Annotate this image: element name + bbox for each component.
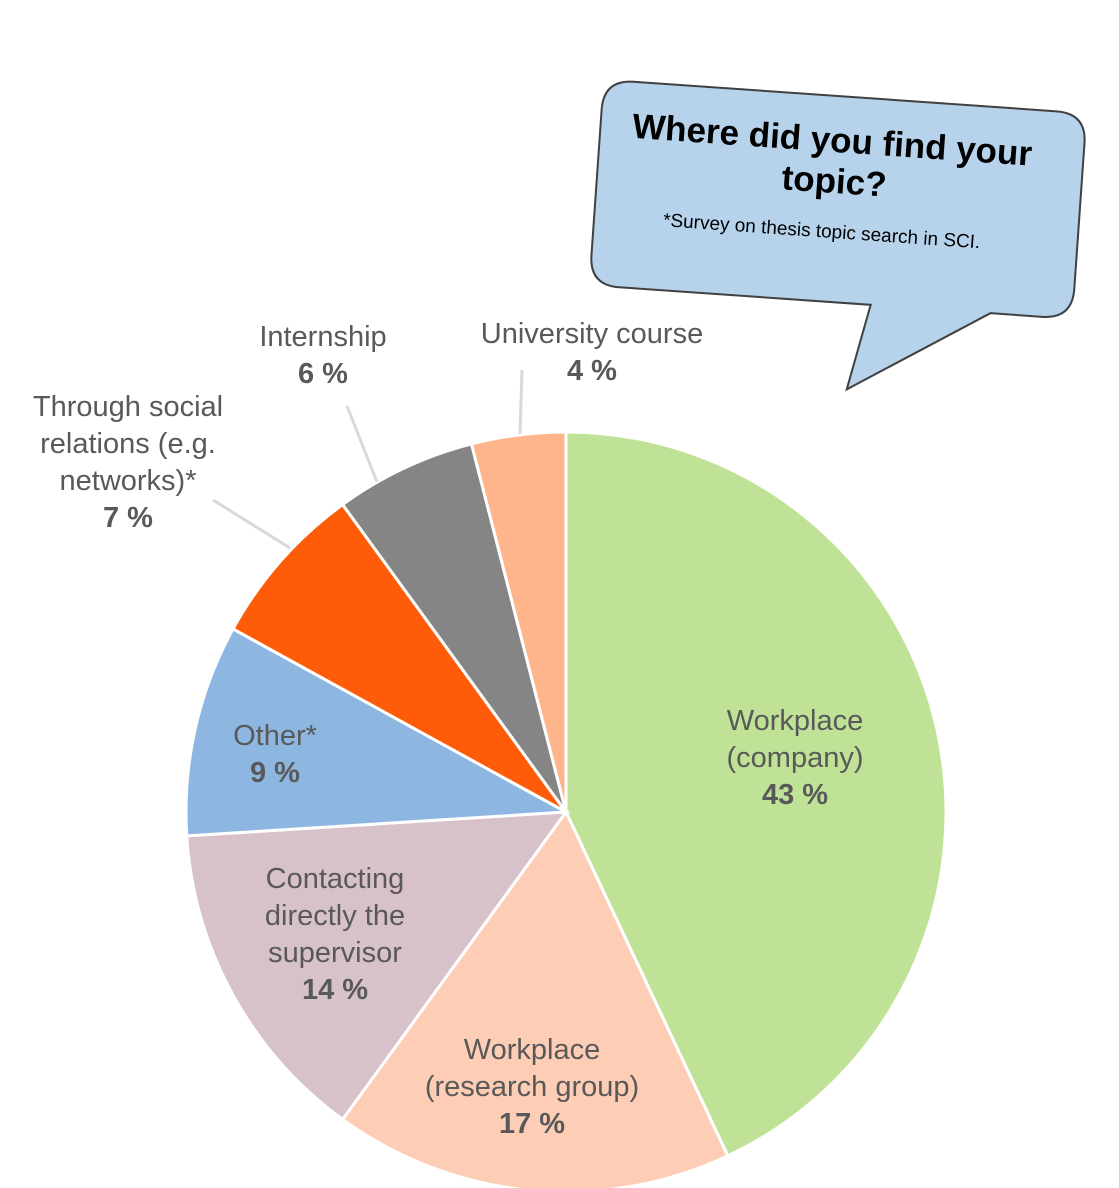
label-name-contacting-supervisor: directly the [265,900,405,932]
label-social-relations: Through social relations (e.g. networks)* 7… [33,391,223,534]
label-workplace-company: Workplace (company) 43 % [727,705,864,811]
label-university-course: University course 4 % [481,318,703,387]
label-value-workplace-company: 43 % [762,779,828,811]
slice-labels: Workplace (company) 43 % Workplace (research… [33,318,864,1140]
leader-lines [212,369,524,550]
label-other: Other* 9 % [233,720,317,789]
label-name-social-relations: networks)* [60,465,197,497]
label-workplace-research-group: Workplace (research group) 17 % [425,1034,639,1140]
label-name-workplace-research-group: (research group) [425,1071,639,1103]
label-value-contacting-supervisor: 14 % [302,974,368,1006]
label-value-social-relations: 7 % [103,502,153,534]
label-name-other: Other* [233,720,317,752]
label-value-university-course: 4 % [567,355,617,387]
chart-title-line-2: topic? [780,158,887,204]
leader-social-relations [212,498,291,550]
label-internship: Internship 6 % [259,321,386,390]
slice-workplace-research-group [340,809,730,1188]
label-name-university-course: University course [481,318,703,350]
label-name-internship: Internship [259,321,386,353]
title-callout: Where did you find your topic? *Survey o… [590,80,1086,392]
slice-university-course [469,430,568,813]
label-name-social-relations: Through social [33,391,223,423]
pie-slices [184,430,948,1188]
label-value-internship: 6 % [298,358,348,390]
label-value-workplace-research-group: 17 % [499,1108,565,1140]
label-name-contacting-supervisor: supervisor [268,937,402,969]
label-value-other: 9 % [250,757,300,789]
leader-university-course [518,369,524,435]
slice-internship [340,442,568,813]
slice-other [184,626,572,838]
label-name-workplace-company: (company) [727,742,864,774]
label-name-workplace-research-group: Workplace [464,1034,600,1066]
slice-social-relations [230,502,568,814]
slice-workplace-company [564,430,948,1158]
slice-contacting-supervisor [185,810,570,1122]
label-name-workplace-company: Workplace [727,705,863,737]
label-contacting-supervisor: Contacting directly the supervisor 14 % [265,863,405,1006]
leader-internship [345,405,379,483]
label-name-contacting-supervisor: Contacting [266,863,405,895]
callout-bubble [590,80,1086,392]
label-name-social-relations: relations (e.g. [40,428,216,460]
